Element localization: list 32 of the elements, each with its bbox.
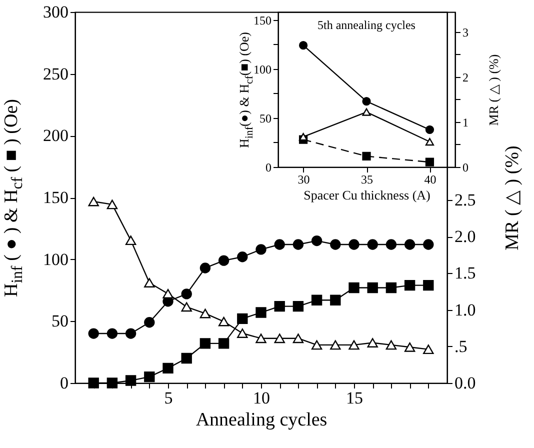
y2-tick-label: 2 [462, 70, 468, 84]
y2-tick-label: 1.0 [454, 300, 476, 320]
y2-tick-label: 2.5 [454, 190, 476, 210]
y-tick-label: 0 [60, 374, 68, 392]
y2-tick-label: 1.5 [454, 264, 476, 283]
x-tick-label: 40 [424, 172, 436, 186]
y2-tick-label: 1 [462, 115, 468, 130]
x-tick-label: 35 [361, 172, 373, 186]
x-tick-label: 30 [298, 172, 310, 186]
x-tick-label: 5 [164, 388, 173, 408]
y-tick-label: 150 [254, 13, 272, 28]
x-axis-title: Spacer Cu thickness (A) [304, 188, 430, 202]
y2-tick-label: 3 [462, 25, 468, 40]
y2-tick-label: .5 [454, 336, 468, 356]
y2-axis-title: MR ( △ ) (%) [501, 145, 524, 250]
x-tick-label: 15 [346, 388, 363, 408]
y-tick-label: 100 [254, 62, 272, 76]
y2-tick-label: 2.0 [454, 227, 476, 246]
y2-axis-title: MR ( △ ) (%) [486, 54, 502, 126]
y-tick-label: 300 [43, 2, 68, 22]
annotation: 5th annealing cycles [318, 18, 416, 32]
x-axis-title: Annealing cycles [196, 410, 328, 430]
y2-tick-label: 0.0 [454, 374, 476, 392]
x-tick-label: 10 [253, 388, 270, 408]
y-tick-label: 50 [260, 111, 272, 126]
y2-tick-label: 0 [462, 160, 468, 174]
y-tick-label: 50 [52, 312, 68, 331]
y-tick-label: 150 [43, 188, 68, 207]
y-tick-label: 0 [266, 160, 272, 174]
y-tick-label: 100 [43, 250, 68, 269]
y-tick-label: 200 [43, 126, 68, 146]
y-tick-label: 250 [43, 64, 68, 84]
